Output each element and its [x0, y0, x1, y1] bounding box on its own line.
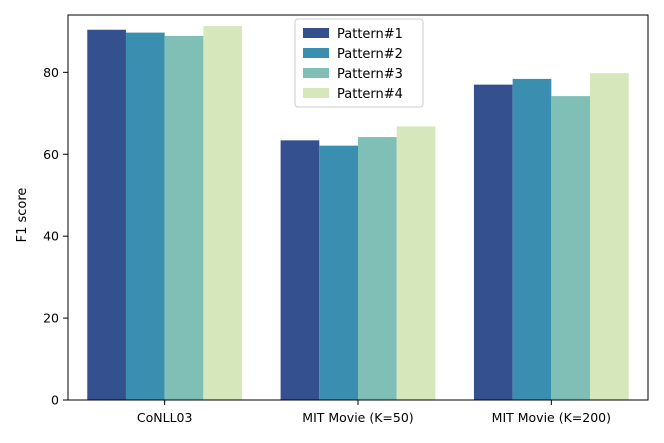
legend-box	[294, 18, 424, 108]
bar-pattern2-0	[125, 32, 165, 401]
bar-pattern2-1	[319, 145, 358, 400]
legend-label: Pattern#1	[337, 27, 403, 42]
x-tick-label: CoNLL03	[137, 410, 193, 425]
legend-swatch	[303, 68, 329, 78]
legend-label: Pattern#4	[337, 87, 403, 102]
legend-swatch	[303, 88, 329, 98]
bar-pattern4-1	[396, 126, 436, 400]
legend-swatch	[303, 48, 329, 58]
y-axis-label: F1 score	[15, 188, 30, 243]
bar-pattern1-2	[473, 84, 513, 401]
y-tick-label: 60	[43, 147, 59, 162]
legend-label: Pattern#3	[337, 67, 403, 82]
y-tick-label: 20	[43, 311, 59, 326]
plot-frame	[67, 14, 649, 401]
legend-label: Pattern#2	[337, 47, 403, 62]
y-tick-label: 40	[43, 229, 59, 244]
bar-pattern4-2	[590, 73, 629, 400]
axes-layer: CoNLL03 MIT Movie (K=50) MIT Movie (K=200)…	[43, 14, 649, 425]
y-tick-label: 0	[51, 393, 59, 408]
legend-swatch	[303, 28, 329, 38]
bar-pattern1-1	[280, 140, 320, 401]
bars-layer	[87, 26, 629, 401]
legend: Pattern#1 Pattern#2 Pattern#3 Pattern#4	[294, 18, 424, 108]
bar-pattern3-1	[358, 137, 397, 400]
bar-pattern4-0	[203, 26, 243, 401]
bar-pattern2-2	[512, 78, 552, 400]
x-tick-label: MIT Movie (K=50)	[302, 410, 413, 425]
y-tick-label: 80	[43, 65, 59, 80]
bar-pattern3-0	[164, 35, 204, 400]
bar-pattern1-0	[87, 29, 126, 400]
x-tick-label: MIT Movie (K=200)	[492, 410, 611, 425]
bar-pattern3-2	[551, 96, 591, 401]
